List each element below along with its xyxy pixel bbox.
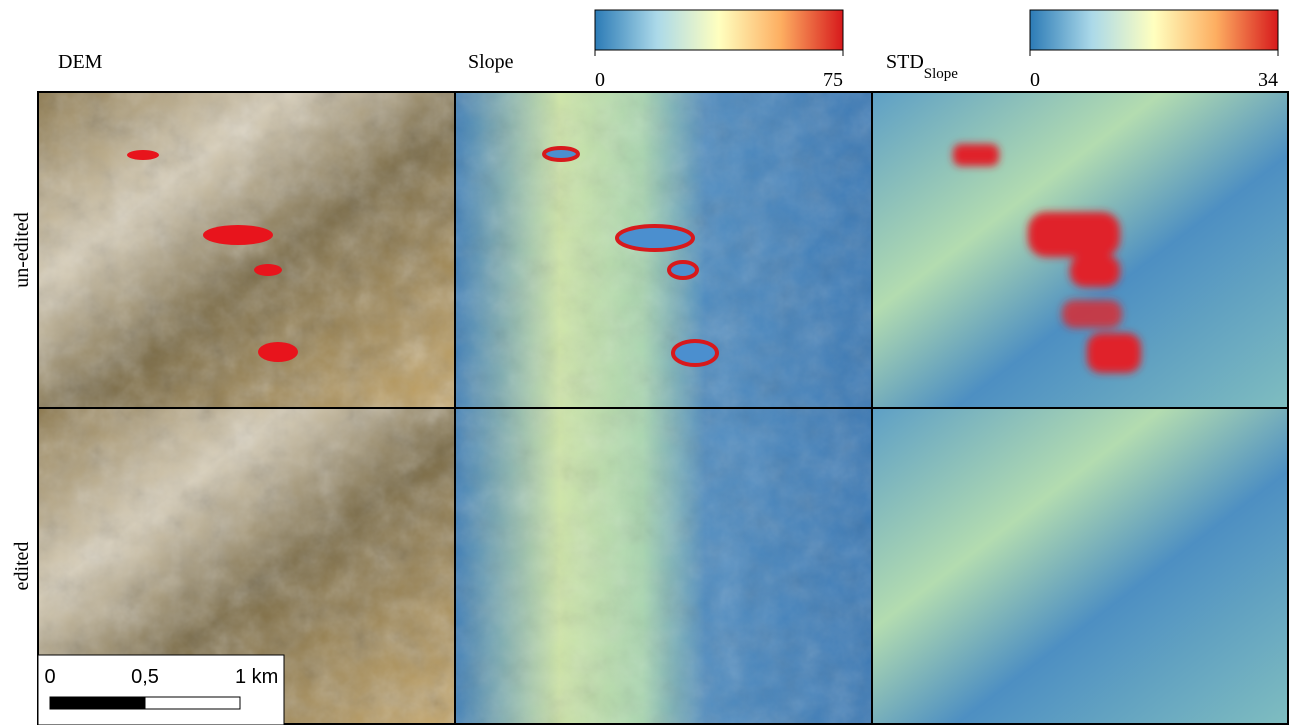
- artifact: [203, 225, 273, 245]
- column-subscript: Slope: [924, 66, 959, 82]
- colorbar-tick-label: 0: [595, 69, 605, 91]
- row-label: un-edited: [11, 212, 33, 288]
- artifact: [254, 264, 282, 276]
- slope-texture: [455, 408, 872, 725]
- column-title: STDSlope: [886, 51, 958, 82]
- page: DEM Slope STDSlope un-edited edited 0750…: [0, 0, 1298, 725]
- artifact: [1087, 333, 1141, 373]
- scale-bar-label: 0: [44, 666, 55, 688]
- dem-texture: [38, 92, 455, 408]
- colorbar-tick-label: 0: [1030, 69, 1040, 91]
- artifact: [669, 262, 697, 278]
- artifact: [1070, 255, 1120, 287]
- artifact: [617, 226, 693, 250]
- artifact: [1028, 212, 1120, 257]
- artifact: [1062, 300, 1122, 328]
- colorbar-tick-label: 34: [1258, 69, 1278, 91]
- column-title: DEM: [58, 51, 103, 73]
- scale-bar-label: 0,5: [131, 666, 159, 688]
- artifact: [127, 150, 159, 160]
- artifact: [258, 342, 298, 362]
- artifact: [953, 144, 999, 166]
- column-title: STD: [886, 51, 924, 73]
- colorbar-tick-label: 75: [823, 69, 843, 91]
- artifact: [673, 341, 717, 365]
- scale-bar-segment: [50, 697, 145, 709]
- std-panel: [872, 408, 1288, 725]
- scale-bar-label: 1 km: [235, 666, 278, 688]
- artifact: [544, 148, 578, 160]
- colorbar: [1030, 10, 1278, 50]
- figure: DEM Slope STDSlope un-edited edited 0750…: [0, 0, 1298, 725]
- row-label: edited: [11, 542, 33, 591]
- scale-bar-segment: [145, 697, 240, 709]
- column-title: Slope: [468, 51, 514, 73]
- colorbar: [595, 10, 843, 50]
